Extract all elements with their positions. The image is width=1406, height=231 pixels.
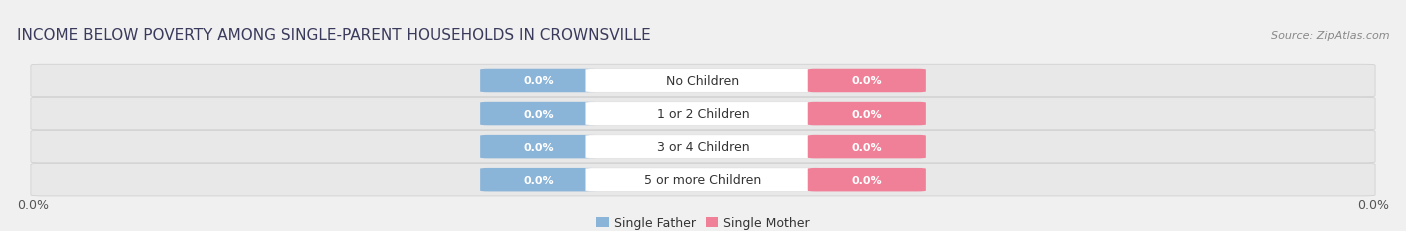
FancyBboxPatch shape bbox=[808, 70, 927, 93]
FancyBboxPatch shape bbox=[585, 168, 821, 191]
Text: No Children: No Children bbox=[666, 75, 740, 88]
Text: 1 or 2 Children: 1 or 2 Children bbox=[657, 108, 749, 121]
FancyBboxPatch shape bbox=[479, 168, 599, 191]
FancyBboxPatch shape bbox=[31, 131, 1375, 163]
Text: 0.0%: 0.0% bbox=[852, 109, 882, 119]
Text: 3 or 4 Children: 3 or 4 Children bbox=[657, 140, 749, 153]
Text: INCOME BELOW POVERTY AMONG SINGLE-PARENT HOUSEHOLDS IN CROWNSVILLE: INCOME BELOW POVERTY AMONG SINGLE-PARENT… bbox=[17, 28, 651, 43]
FancyBboxPatch shape bbox=[585, 70, 821, 93]
Text: 0.0%: 0.0% bbox=[524, 109, 554, 119]
Text: Source: ZipAtlas.com: Source: ZipAtlas.com bbox=[1271, 30, 1389, 41]
FancyBboxPatch shape bbox=[31, 98, 1375, 130]
Text: 0.0%: 0.0% bbox=[524, 142, 554, 152]
Text: 0.0%: 0.0% bbox=[1357, 198, 1389, 212]
Text: 0.0%: 0.0% bbox=[852, 142, 882, 152]
Text: 0.0%: 0.0% bbox=[852, 76, 882, 86]
FancyBboxPatch shape bbox=[585, 135, 821, 159]
FancyBboxPatch shape bbox=[808, 135, 927, 159]
Text: 0.0%: 0.0% bbox=[17, 198, 49, 212]
Text: 0.0%: 0.0% bbox=[524, 76, 554, 86]
Text: 0.0%: 0.0% bbox=[524, 175, 554, 185]
FancyBboxPatch shape bbox=[31, 164, 1375, 196]
Text: 0.0%: 0.0% bbox=[852, 175, 882, 185]
FancyBboxPatch shape bbox=[31, 65, 1375, 97]
FancyBboxPatch shape bbox=[585, 102, 821, 126]
FancyBboxPatch shape bbox=[479, 70, 599, 93]
Legend: Single Father, Single Mother: Single Father, Single Mother bbox=[596, 216, 810, 229]
FancyBboxPatch shape bbox=[808, 168, 927, 191]
Text: 5 or more Children: 5 or more Children bbox=[644, 173, 762, 186]
FancyBboxPatch shape bbox=[479, 102, 599, 126]
FancyBboxPatch shape bbox=[808, 102, 927, 126]
FancyBboxPatch shape bbox=[479, 135, 599, 159]
